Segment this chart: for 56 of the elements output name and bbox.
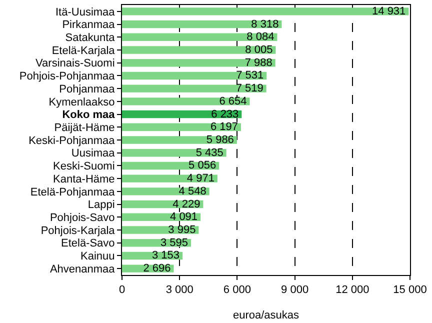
data-label: 6 197 (210, 121, 238, 134)
y-tick-label: Kanta-Häme (53, 173, 115, 186)
y-tick-label: Etelä-Karjala (52, 44, 116, 57)
y-tick-label: Pohjois-Pohjanmaa (19, 70, 116, 83)
y-tick-label: Päijät-Häme (54, 122, 115, 134)
data-label: 5 986 (206, 134, 234, 146)
x-tick-label: 15 000 (393, 284, 427, 296)
bar (122, 174, 218, 182)
data-label: 5 056 (188, 160, 216, 172)
x-tick-label: 3 000 (166, 284, 194, 296)
y-tick-label: Lappi (88, 199, 115, 212)
y-tick-label: Kainuu (80, 250, 115, 263)
data-label: 4 548 (178, 185, 206, 198)
data-label: 3 153 (152, 250, 180, 262)
y-tick-label: Keski-Suomi (53, 160, 115, 173)
data-label: 4 971 (186, 172, 214, 185)
bar (122, 84, 266, 92)
data-label: 8 318 (251, 18, 279, 30)
x-tick-label: 0 (118, 284, 126, 296)
data-label: 6 233 (211, 108, 239, 120)
y-tick-label: Itä-Uusimaa (56, 6, 116, 18)
data-label: 3 995 (168, 224, 196, 236)
y-tick-label: Koko maa (62, 109, 116, 122)
bar (122, 8, 409, 16)
y-tick-label: Satakunta (65, 32, 116, 44)
bar (122, 188, 210, 196)
y-tick-label: Pohjois-Savo (50, 212, 115, 224)
data-label: 4 091 (170, 211, 198, 224)
data-label: 3 595 (160, 236, 188, 249)
data-label: 14 931 (372, 5, 406, 18)
y-tick-label: Etelä-Savo (60, 238, 115, 250)
bar (122, 46, 276, 54)
y-tick-label: Pohjanmaa (59, 83, 116, 96)
x-tick-label: 9 000 (281, 284, 309, 296)
data-label: 5 435 (196, 146, 224, 159)
bar (122, 136, 237, 144)
bar (122, 72, 267, 80)
data-label: 2 696 (143, 262, 171, 275)
y-tick-label: Etelä-Pohjanmaa (30, 186, 116, 198)
x-axis-title: euroa/asukas (232, 309, 300, 322)
y-tick-label: Uusimaa (71, 148, 116, 160)
x-tick-label: 12 000 (336, 284, 370, 296)
y-tick-label: Ahvenanmaa (50, 263, 116, 276)
x-tick-label: 6 000 (223, 284, 251, 296)
y-tick-label: Varsinais-Suomi (36, 58, 115, 70)
y-tick-label: Keski-Pohjanmaa (28, 134, 116, 147)
y-tick-label: Pirkanmaa (62, 19, 116, 32)
y-tick-label: Pohjois-Karjala (40, 224, 116, 237)
data-label: 6 654 (219, 95, 247, 108)
y-tick-label: Kymenlaakso (48, 96, 115, 108)
data-label: 8 005 (245, 44, 273, 56)
data-label: 8 084 (246, 31, 274, 44)
bar (122, 98, 250, 106)
data-label: 4 229 (172, 198, 200, 210)
data-label: 7 531 (236, 70, 264, 82)
data-label: 7 988 (244, 56, 272, 69)
